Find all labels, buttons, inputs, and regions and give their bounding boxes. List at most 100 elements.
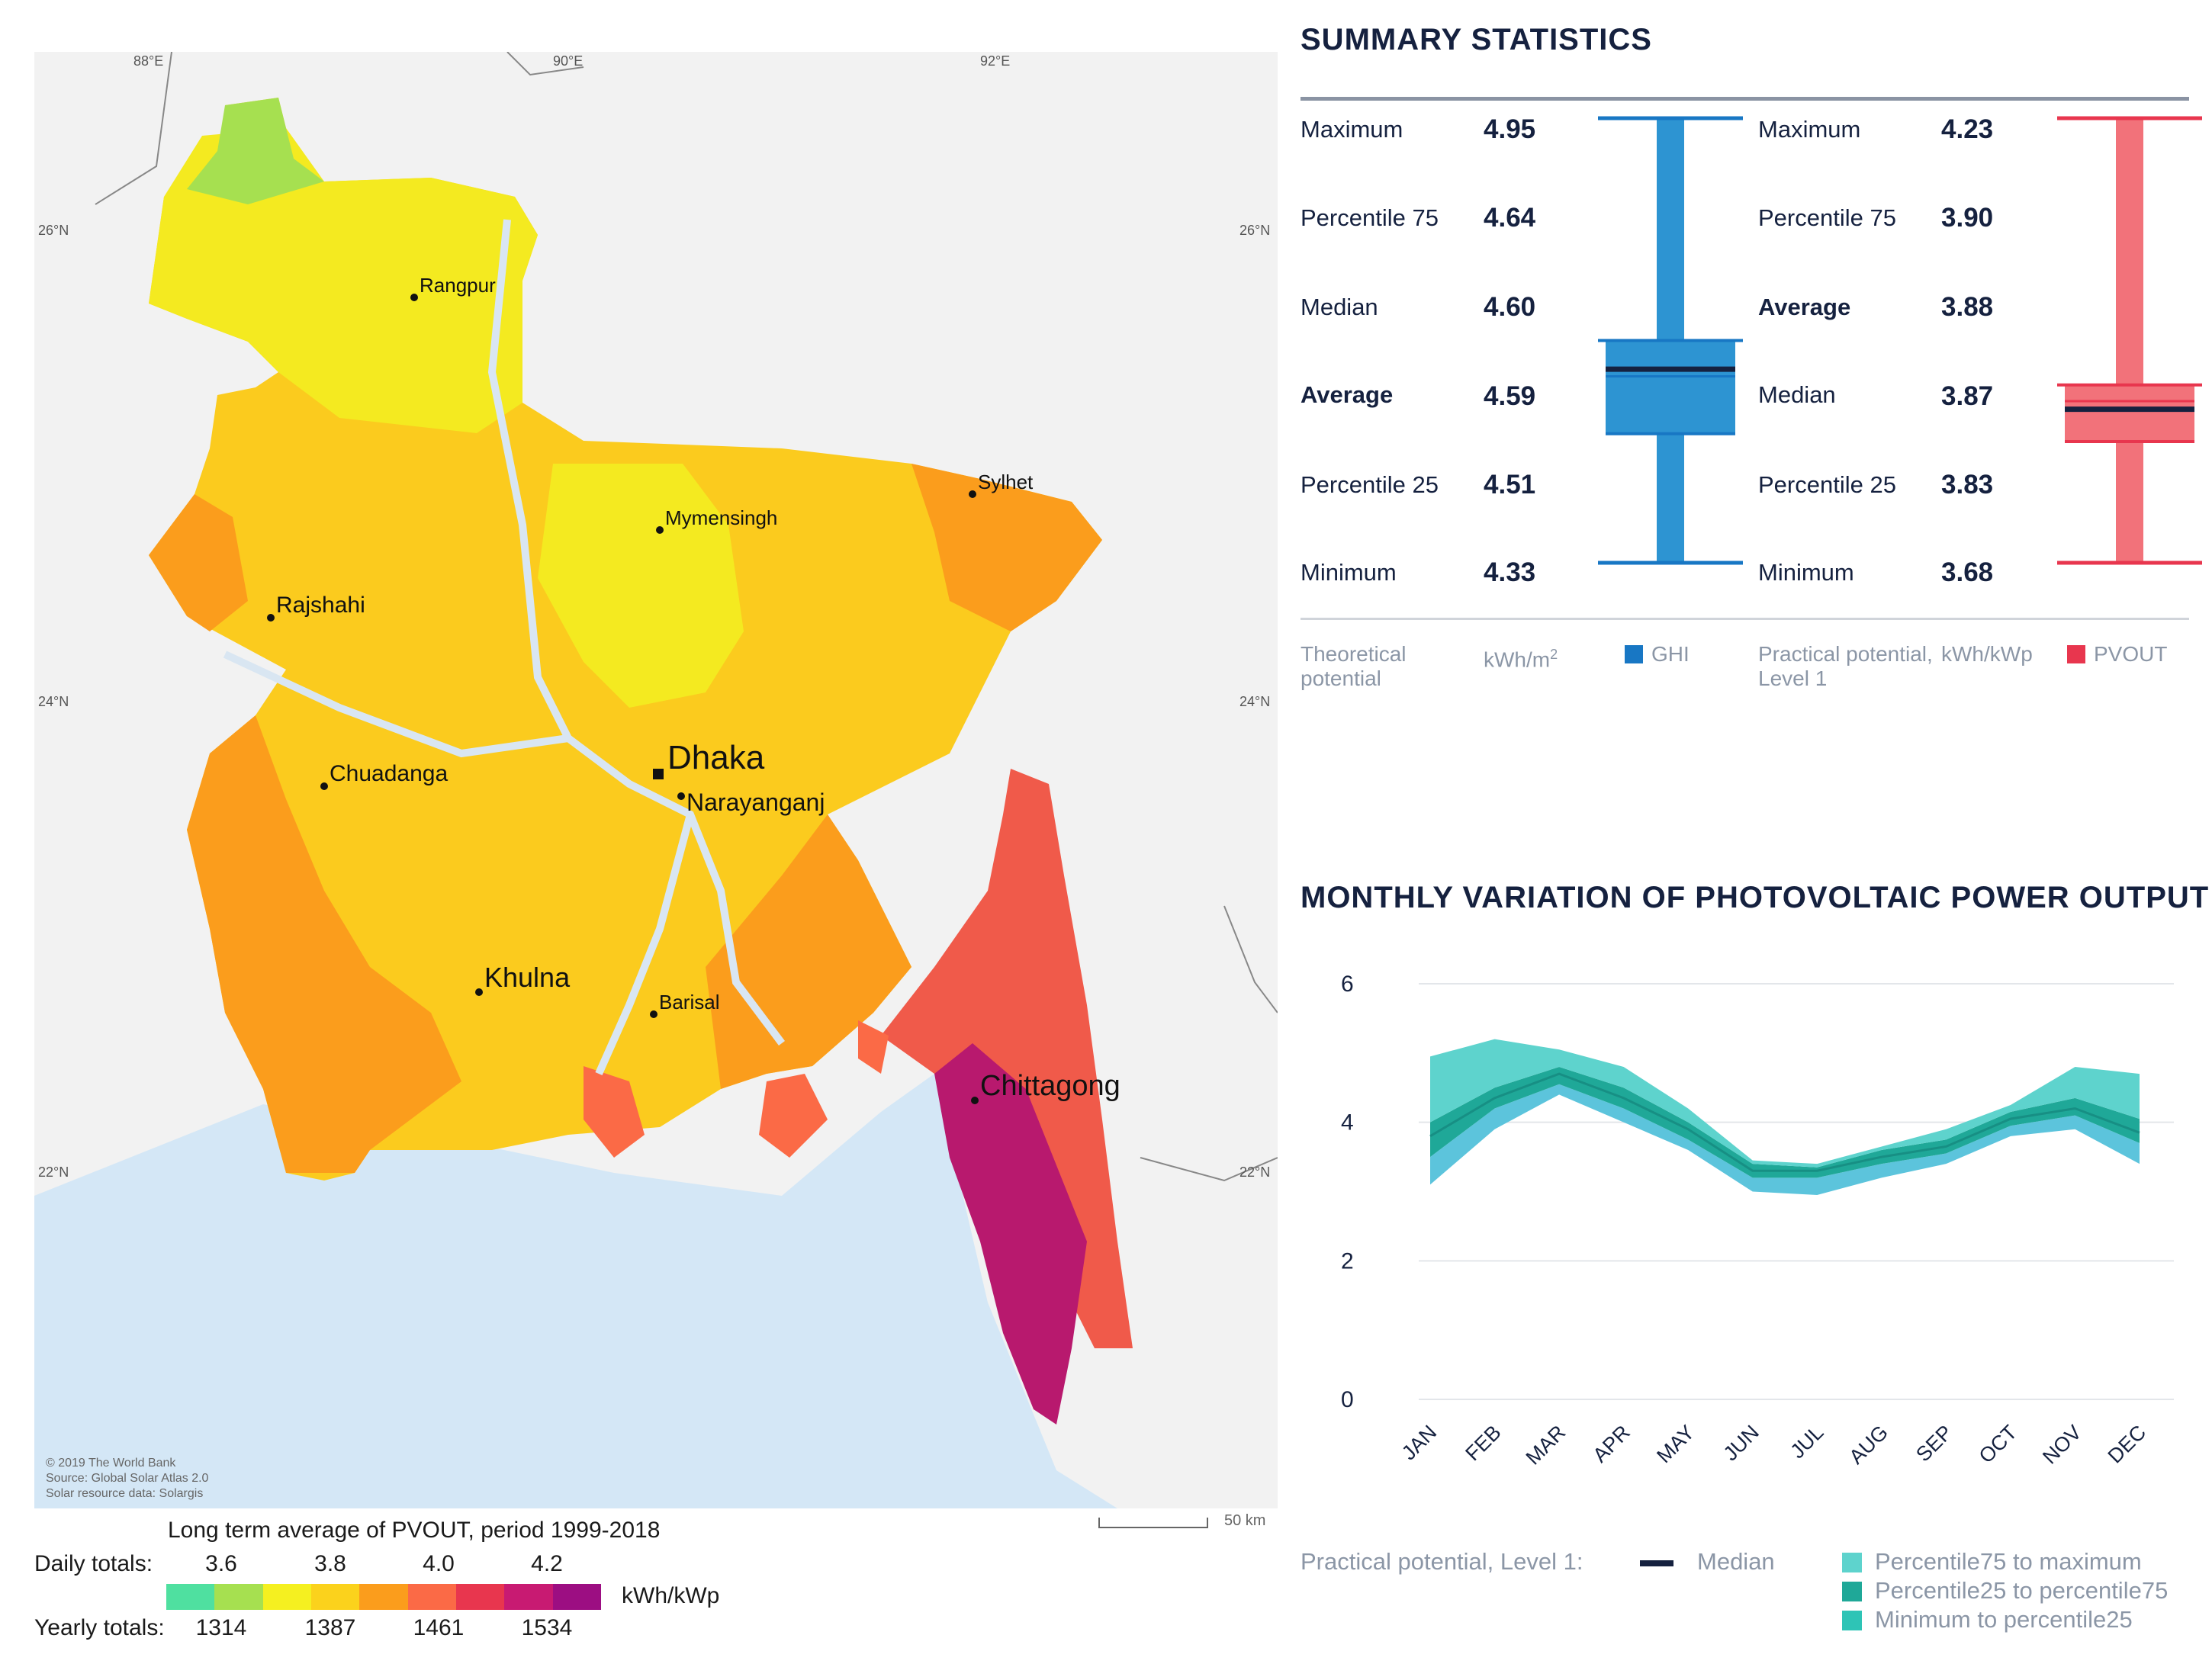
pvout-map: 88°E 90°E 92°E 26°N 24°N 22°N 26°N 24°N … <box>34 52 1278 1508</box>
ghi-footer-label: Theoretical potential <box>1301 642 1407 690</box>
chittagong-magenta-zone <box>934 1043 1087 1425</box>
lat-label: 26°N <box>38 223 69 238</box>
daily-tick: 3.6 <box>205 1551 237 1576</box>
yearly-tick: 1534 <box>521 1615 573 1640</box>
lat-label: 24°N <box>1239 694 1270 709</box>
daily-tick: 4.2 <box>531 1551 563 1576</box>
map-credit: Source: Global Solar Atlas 2.0 <box>46 1472 209 1485</box>
p75max-legend-swatch <box>1842 1553 1862 1572</box>
p75max-legend-label: Percentile75 to maximum <box>1875 1548 2142 1575</box>
pvout-whisker <box>2116 118 2143 563</box>
x-tick-label: NOV <box>2038 1421 2086 1469</box>
lat-label: 26°N <box>1239 223 1270 238</box>
y-tick-label: 2 <box>1341 1248 1354 1274</box>
monthly-title: MONTHLY VARIATION OF PHOTOVOLTAIC POWER … <box>1301 881 2210 914</box>
x-tick-label: SEP <box>1911 1421 1956 1466</box>
city-label-chittagong: Chittagong <box>980 1070 1120 1102</box>
min-p25-band <box>1430 1084 2140 1196</box>
legend-color-segment <box>504 1584 553 1610</box>
city-marker <box>971 1097 979 1104</box>
ghi-stat-value: 4.33 <box>1484 557 1536 587</box>
lat-label: 22°N <box>1239 1164 1270 1180</box>
pvout-stat-value: 3.88 <box>1941 292 1994 322</box>
city-label-rangpur: Rangpur <box>420 274 496 297</box>
summary-bottom-divider <box>1301 618 2189 620</box>
median-line <box>1429 1072 2140 1172</box>
x-tick-label: DEC <box>2104 1421 2151 1468</box>
x-tick-label: FEB <box>1461 1421 1505 1465</box>
pvout-legend-label: PVOUT <box>2094 642 2168 666</box>
city-marker <box>650 1010 657 1018</box>
pvout-stat-label: Minimum <box>1758 559 1854 586</box>
ghi-stat-label: Minimum <box>1301 559 1397 586</box>
northern-yellow-zone <box>149 128 538 433</box>
city-marker <box>656 526 664 534</box>
x-tick-label: MAY <box>1652 1421 1699 1467</box>
ghi-stat-label: Average <box>1301 381 1394 408</box>
legend-color-segment <box>262 1584 311 1610</box>
monthly-legend-label: Practical potential, Level 1: <box>1301 1548 1583 1575</box>
pvout-stat-label: Percentile 25 <box>1758 471 1896 498</box>
map-credit: Solar resource data: Solargis <box>46 1487 203 1500</box>
p75-max-band <box>1430 1039 2140 1168</box>
y-tick-label: 6 <box>1341 972 1354 997</box>
pvout-stat-value: 3.90 <box>1941 203 1994 233</box>
x-tick-label: JAN <box>1397 1421 1441 1464</box>
northern-tip-green <box>187 98 324 204</box>
chart-areas <box>1429 1039 2140 1196</box>
city-marker <box>677 792 685 800</box>
legend-color-bar <box>166 1584 601 1610</box>
ghi-stat-value: 4.60 <box>1484 292 1536 322</box>
ghi-stat-label: Percentile 75 <box>1301 204 1439 231</box>
west-orange-zone <box>149 494 248 631</box>
yearly-tick: 1461 <box>413 1615 465 1640</box>
city-label-narayanganj: Narayanganj <box>686 789 825 816</box>
south-islands <box>584 1020 889 1158</box>
pvout-stat-label: Median <box>1758 381 1836 408</box>
pvout-footer-unit: kWh/kWp <box>1941 642 2033 666</box>
daily-tick: 3.8 <box>314 1551 346 1576</box>
capital-marker <box>653 769 664 779</box>
y-tick-label: 4 <box>1341 1110 1354 1136</box>
pvout-stat-label: Average <box>1758 294 1851 320</box>
pvout-stat-value: 3.83 <box>1941 470 1994 500</box>
city-label-dhaka: Dhaka <box>667 739 765 776</box>
ghi-stat-value: 4.64 <box>1484 203 1536 233</box>
legend-daily-label: Daily totals: <box>34 1551 153 1576</box>
y-tick-label: 0 <box>1341 1387 1354 1412</box>
lat-label: 22°N <box>38 1164 69 1180</box>
ghi-stat-label: Maximum <box>1301 116 1403 143</box>
bay-of-bengal <box>34 1074 1117 1508</box>
ghi-iqr-box <box>1606 340 1735 434</box>
pvout-stat-label: Percentile 75 <box>1758 204 1896 231</box>
pvout-stat-label: Maximum <box>1758 116 1861 143</box>
ghi-stat-value: 4.95 <box>1484 114 1536 144</box>
city-marker <box>969 490 976 498</box>
city-label-khulna: Khulna <box>484 962 571 993</box>
city-label-chuadanga: Chuadanga <box>330 761 448 786</box>
x-tick-label: AUG <box>1844 1421 1892 1469</box>
map-boundary-lines <box>95 52 1278 1182</box>
sylhet-orange-zone <box>911 464 1102 631</box>
ghi-stat-label: Median <box>1301 294 1378 320</box>
map-credit: © 2019 The World Bank <box>46 1457 176 1470</box>
east-orange-zone <box>706 814 911 1089</box>
x-tick-label: MAR <box>1522 1421 1571 1470</box>
minp25-legend-swatch <box>1842 1611 1862 1630</box>
legend-color-segment <box>552 1584 601 1610</box>
ghi-stat-value: 4.51 <box>1484 470 1536 500</box>
city-marker <box>475 988 483 996</box>
lon-label: 92°E <box>980 53 1010 69</box>
pvout-footer-label: Practical potential, Level 1 <box>1758 642 1933 690</box>
lon-label: 90°E <box>553 53 583 69</box>
city-marker <box>320 782 328 790</box>
yearly-tick: 1314 <box>195 1615 247 1640</box>
city-label-barisal: Barisal <box>659 991 719 1013</box>
ghi-stat-value: 4.59 <box>1484 381 1536 411</box>
ghi-legend-swatch <box>1625 645 1643 663</box>
median-legend-label: Median <box>1697 1548 1775 1575</box>
pvout-stat-value: 3.68 <box>1941 557 1994 587</box>
city-marker <box>410 294 418 301</box>
monthly-area-chart: 0 2 4 6 JAN FEB MAR APR MAY JUN JUL AUG SEP OCT NOV DE… <box>1341 972 2174 1470</box>
pvout-stat-value: 4.23 <box>1941 114 1994 144</box>
